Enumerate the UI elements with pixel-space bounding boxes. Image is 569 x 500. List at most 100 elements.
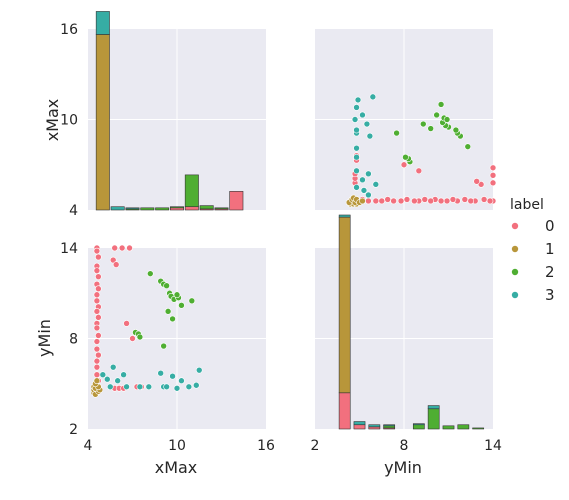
panel-scatter-ymin-xmax-point-0-12 [421, 196, 429, 203]
panel-scatter-xmax-ymin-point-3-12 [195, 366, 203, 374]
panel-hist-xmax [88, 11, 266, 211]
hist-xmax-bar-2-7 [199, 205, 214, 210]
panel-scatter-xmax-ymin-point-2-10 [188, 297, 196, 305]
panel-scatter-xmax-ymin-point-0-12 [95, 314, 102, 321]
hist-ymin-bar-2-7 [427, 408, 440, 430]
panel-scatter-xmax-ymin-point-0-21 [93, 371, 101, 379]
panel-scatter-ymin-xmax-point-0-18 [384, 196, 391, 203]
hist-ymin-bar-3-6 [412, 423, 425, 426]
panel-scatter-ymin-xmax-point-2-13 [393, 129, 400, 137]
panel-scatter-ymin-xmax-point-3-10 [353, 104, 360, 111]
legend-title: label [510, 197, 544, 213]
hist-ymin-bar-2-9 [457, 424, 470, 430]
panel-scatter-xmax-ymin-point-2-12 [169, 315, 176, 323]
panel-scatter-xmax-ymin-point-3-2 [114, 377, 121, 385]
panel-hist-ymin [315, 214, 493, 430]
panel-scatter-ymin-xmax-point-0-15 [403, 196, 411, 203]
panel-scatter-xmax-ymin-point-0-17 [93, 345, 101, 353]
hist-ymin-bar-2-8 [442, 425, 455, 430]
panel-scatter-xmax-ymin-point-0-5 [95, 273, 102, 280]
panel-scatter-xmax-ymin-point-0-9 [93, 297, 101, 305]
panel-scatter-ymin-xmax-point-3-11 [354, 96, 362, 104]
hist-xmax-bar-3-0 [95, 11, 110, 35]
panel-scatter-xmax-ymin-point-2-9 [178, 302, 185, 309]
hist-ymin-bar-3-4 [383, 424, 396, 427]
panel-scatter-ymin-xmax [315, 29, 497, 210]
panel-scatter-xmax-ymin-point-0-20 [93, 363, 101, 371]
hist-xmax-bar-0-6 [184, 206, 199, 211]
panel-scatter-xmax-ymin-point-2-11 [164, 308, 172, 315]
panel-scatter-ymin-xmax-point-0-21 [365, 197, 372, 205]
panel-scatter-ymin-xmax-point-0-9 [437, 197, 445, 205]
panel-scatter-ymin-xmax-point-0-16 [397, 197, 405, 205]
legend-label-0: 0 [545, 217, 555, 235]
panel-scatter-ymin-xmax-point-0-26 [489, 164, 497, 172]
panel-scatter-xmax-ymin-point-3-0 [99, 371, 107, 379]
panel-scatter-xmax-ymin-point-0-14 [93, 324, 101, 332]
panel-scatter-ymin-xmax-point-2-8 [443, 116, 451, 123]
panel-scatter-xmax-ymin-point-3-10 [185, 383, 193, 391]
panel-scatter-xmax-ymin-point-2-0 [147, 270, 154, 277]
x-axis-label-right: yMin [384, 458, 422, 477]
panel-scatter-ymin-xmax-point-3-12 [369, 93, 377, 101]
panel-scatter-ymin-xmax-point-0-1 [486, 197, 494, 205]
panel-scatter-xmax-ymin-point-0-26 [126, 244, 133, 252]
panel-scatter-xmax-ymin-point-1-13 [93, 377, 101, 385]
panel-scatter-xmax-ymin-point-3-1 [103, 375, 111, 383]
panel-scatter-ymin-xmax-point-0-17 [390, 197, 397, 205]
hist-ymin-bar-2-10 [472, 427, 485, 430]
xtick-ymin-0: 2 [311, 438, 320, 454]
ytick-xmax-2: 16 [60, 22, 78, 38]
panel-scatter-ymin-xmax-point-2-10 [437, 101, 445, 108]
panel-scatter-ymin-xmax-point-0-29 [415, 167, 423, 175]
panel-scatter-ymin-xmax-point-3-14 [353, 153, 360, 161]
panel-scatter-xmax-ymin-point-3-3 [120, 371, 127, 379]
panel-scatter-xmax-ymin-point-0-4 [93, 267, 101, 274]
hist-ymin-bar-3-3 [368, 424, 381, 428]
hist-xmax-bar-3-1 [110, 206, 125, 211]
panel-scatter-ymin-xmax-point-3-3 [365, 170, 372, 178]
tick-labels: 4 10 16 2 8 14 4 10 16 2 8 14 [60, 22, 502, 454]
y-axis-label-bottom: yMin [35, 319, 54, 357]
hist-ymin-bar-2-4 [383, 425, 396, 429]
hist-ymin-bar-0-2 [353, 424, 366, 430]
panel-scatter-xmax-ymin-point-3-16 [157, 369, 164, 377]
panel-scatter-xmax-ymin-point-3-9 [178, 377, 185, 385]
panel-scatter-xmax-ymin-point-3-4 [123, 383, 130, 391]
panel-scatter-xmax-ymin-point-0-24 [111, 244, 118, 252]
hist-ymin-bar-3-7 [427, 405, 440, 410]
hist-ymin-bar-3-2 [353, 421, 366, 426]
panel-scatter-xmax-ymin-point-0-16 [93, 338, 101, 345]
xtick-xmax-0: 4 [84, 438, 93, 454]
hist-ymin-bar-1-1 [338, 216, 351, 394]
panel-scatter-ymin-xmax-point-0-27 [477, 181, 485, 188]
panel-scatter-xmax-ymin-point-3-11 [192, 381, 200, 389]
panel-scatter-xmax-ymin-point-3-13 [109, 363, 117, 371]
panel-scatter-ymin-xmax-point-2-12 [419, 120, 427, 128]
panel-scatter-ymin-xmax-point-1-13 [359, 197, 366, 205]
hist-xmax-bar-2-4 [155, 207, 170, 211]
panel-scatter-xmax-ymin-point-0-19 [93, 357, 101, 365]
panel-scatter-ymin-xmax-point-2-9 [433, 111, 440, 119]
panel-scatter-ymin-xmax-point-3-0 [365, 191, 372, 199]
panel-scatter-ymin-xmax-point-0-30 [400, 161, 408, 169]
panel-scatter-ymin-xmax-point-3-8 [363, 120, 371, 128]
hist-xmax-bar-2-3 [140, 207, 155, 211]
ytick-ymin-1: 8 [69, 332, 78, 348]
panel-scatter-xmax-ymin [88, 244, 266, 429]
legend-marker-2 [511, 268, 519, 276]
legend-label-2: 2 [545, 263, 555, 281]
panel-scatter-ymin-xmax-point-0-14 [411, 197, 418, 205]
panel-scatter-ymin-xmax-point-2-0 [464, 143, 472, 150]
panel-scatter-ymin-xmax-point-3-17 [351, 116, 359, 123]
panel-scatter-xmax-ymin-point-2-8 [173, 291, 181, 299]
panel-scatter-ymin-xmax-point-0-28 [473, 178, 480, 185]
panel-scatter-xmax-ymin-point-3-7 [163, 383, 170, 391]
legend-marker-1 [511, 245, 519, 253]
panel-scatter-ymin-xmax-point-3-4 [353, 167, 360, 175]
panel-scatter-xmax-ymin-point-0-7 [95, 285, 102, 293]
xtick-xmax-1: 10 [168, 438, 186, 454]
panel-scatter-xmax-ymin-point-3-17 [173, 384, 181, 392]
panel-scatter-ymin-xmax-point-2-3 [452, 126, 460, 134]
